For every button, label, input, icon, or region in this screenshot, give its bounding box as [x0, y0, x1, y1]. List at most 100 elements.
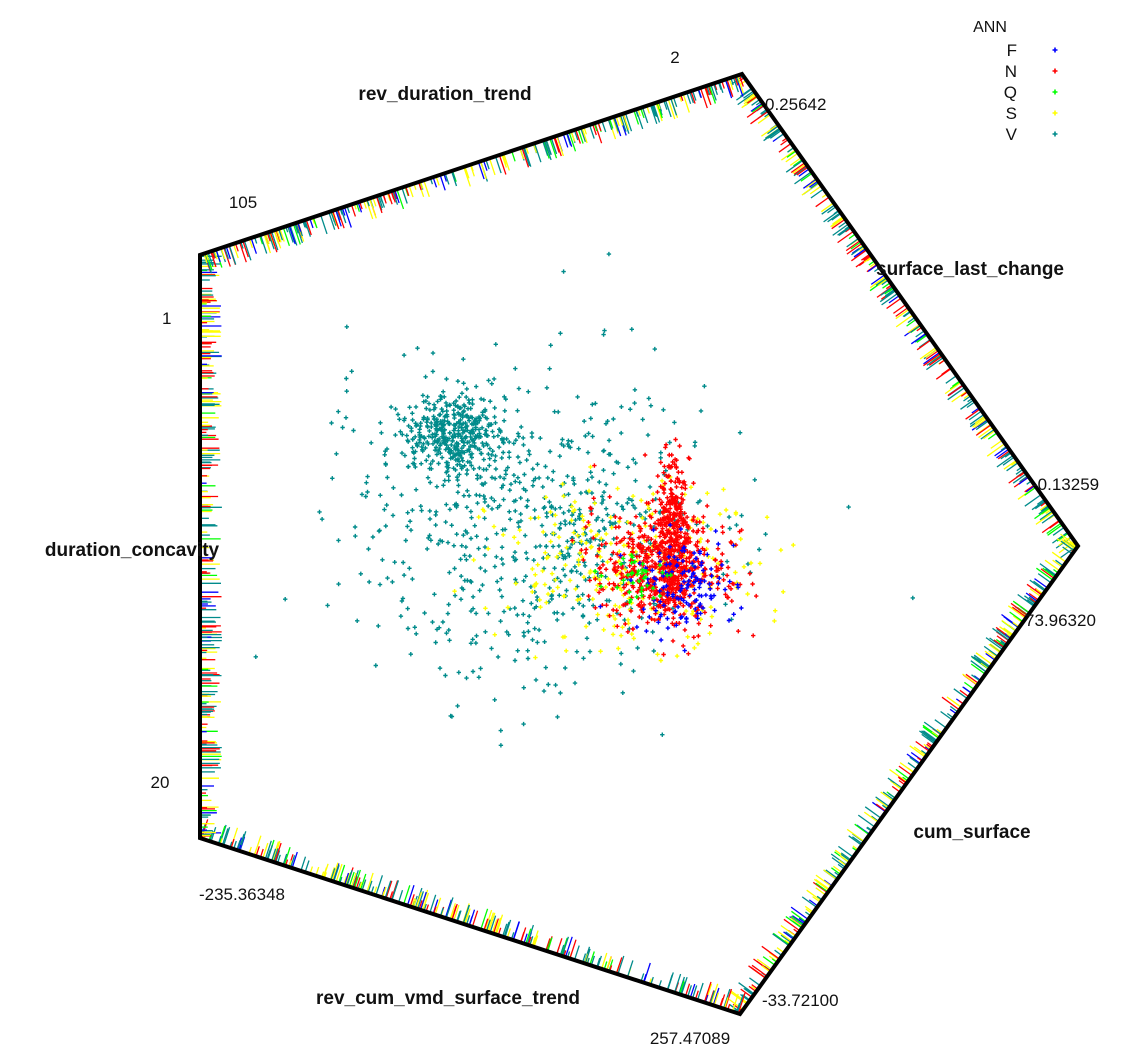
data-point — [491, 376, 497, 382]
data-point — [536, 515, 541, 520]
data-point — [380, 557, 385, 562]
anchor-min-label: 257.47089 — [650, 1029, 730, 1048]
data-point — [618, 633, 624, 638]
data-point — [665, 495, 670, 500]
data-point — [657, 550, 662, 556]
data-point — [568, 445, 573, 450]
data-point — [657, 588, 662, 594]
data-point — [505, 465, 510, 470]
data-point — [655, 473, 660, 479]
data-point — [587, 578, 592, 583]
edge-tick-mark — [221, 828, 229, 846]
data-point — [715, 586, 720, 591]
edge-tick-mark — [887, 777, 904, 790]
edge-tick-mark — [267, 231, 275, 250]
data-point — [763, 532, 768, 537]
data-point — [614, 501, 620, 506]
data-point — [642, 568, 648, 574]
anchor-min-label: 20 — [151, 773, 170, 792]
edge-tick-mark — [577, 128, 584, 144]
data-point — [423, 445, 428, 451]
edge-tick-mark — [269, 231, 278, 253]
edge-tick-mark — [223, 246, 230, 259]
data-point — [548, 539, 553, 544]
data-point — [478, 451, 484, 456]
data-point — [650, 586, 656, 591]
data-point — [673, 494, 678, 500]
data-point — [444, 631, 449, 636]
data-point — [602, 525, 607, 531]
data-point — [588, 545, 593, 550]
data-point — [397, 417, 402, 422]
data-point — [516, 540, 521, 545]
edge-tick-mark — [1026, 583, 1043, 596]
data-point — [401, 353, 407, 358]
data-point — [481, 443, 486, 449]
data-point — [455, 456, 461, 462]
data-point — [585, 450, 591, 455]
data-point — [595, 532, 600, 537]
edge-tick-mark — [923, 730, 938, 742]
data-point — [405, 524, 410, 529]
edge-tick-mark — [581, 127, 588, 144]
edge-tick-mark — [832, 215, 844, 225]
data-point — [538, 436, 543, 441]
data-point — [558, 690, 563, 696]
edge-tick-mark — [978, 426, 994, 439]
data-point — [645, 583, 650, 588]
data-point — [481, 482, 486, 487]
data-point — [500, 483, 506, 488]
edge-tick-mark — [848, 835, 863, 846]
data-point — [464, 557, 469, 562]
data-point — [476, 514, 481, 520]
data-point — [407, 519, 413, 524]
data-point — [580, 592, 585, 597]
data-point — [413, 487, 419, 492]
edge-tick-mark — [242, 240, 249, 258]
data-point — [406, 423, 411, 429]
data-point — [666, 554, 671, 559]
data-point — [334, 451, 339, 456]
edge-tick-mark — [641, 106, 649, 124]
data-point — [336, 538, 341, 543]
data-point — [614, 608, 619, 613]
data-point — [677, 568, 683, 573]
data-point — [645, 559, 650, 564]
data-point — [512, 658, 518, 663]
edge-tick-mark — [984, 650, 997, 660]
data-point — [607, 581, 612, 586]
edge-tick-mark — [996, 454, 1014, 468]
data-point — [628, 521, 633, 526]
data-point — [468, 406, 473, 411]
edge-tick-mark — [1029, 588, 1042, 598]
data-point — [716, 561, 721, 566]
data-point — [669, 569, 675, 574]
data-point — [588, 416, 593, 421]
data-point — [456, 459, 462, 464]
edge-tick-mark — [1041, 513, 1056, 524]
edge-tick-mark — [800, 172, 813, 182]
data-point — [415, 346, 420, 351]
edge-tick-mark — [409, 894, 415, 907]
data-point — [674, 585, 679, 590]
data-point — [619, 430, 624, 436]
data-point — [745, 561, 751, 567]
data-point — [573, 517, 578, 523]
legend-entry-marker — [1052, 131, 1058, 137]
data-point — [468, 608, 474, 614]
edge-tick-mark — [617, 955, 625, 975]
data-point — [421, 441, 426, 446]
edge-tick-mark — [989, 637, 1005, 649]
edge-tick-mark — [243, 239, 252, 261]
edge-tick-mark — [935, 367, 952, 380]
edge-tick-mark — [204, 253, 213, 274]
data-point — [452, 593, 458, 598]
data-point — [673, 437, 678, 442]
data-point — [569, 518, 574, 523]
edge-tick-mark — [1040, 568, 1055, 580]
data-point — [611, 471, 616, 476]
data-point — [390, 513, 396, 518]
data-point — [410, 508, 415, 513]
data-point — [526, 448, 531, 454]
data-point — [638, 528, 643, 534]
